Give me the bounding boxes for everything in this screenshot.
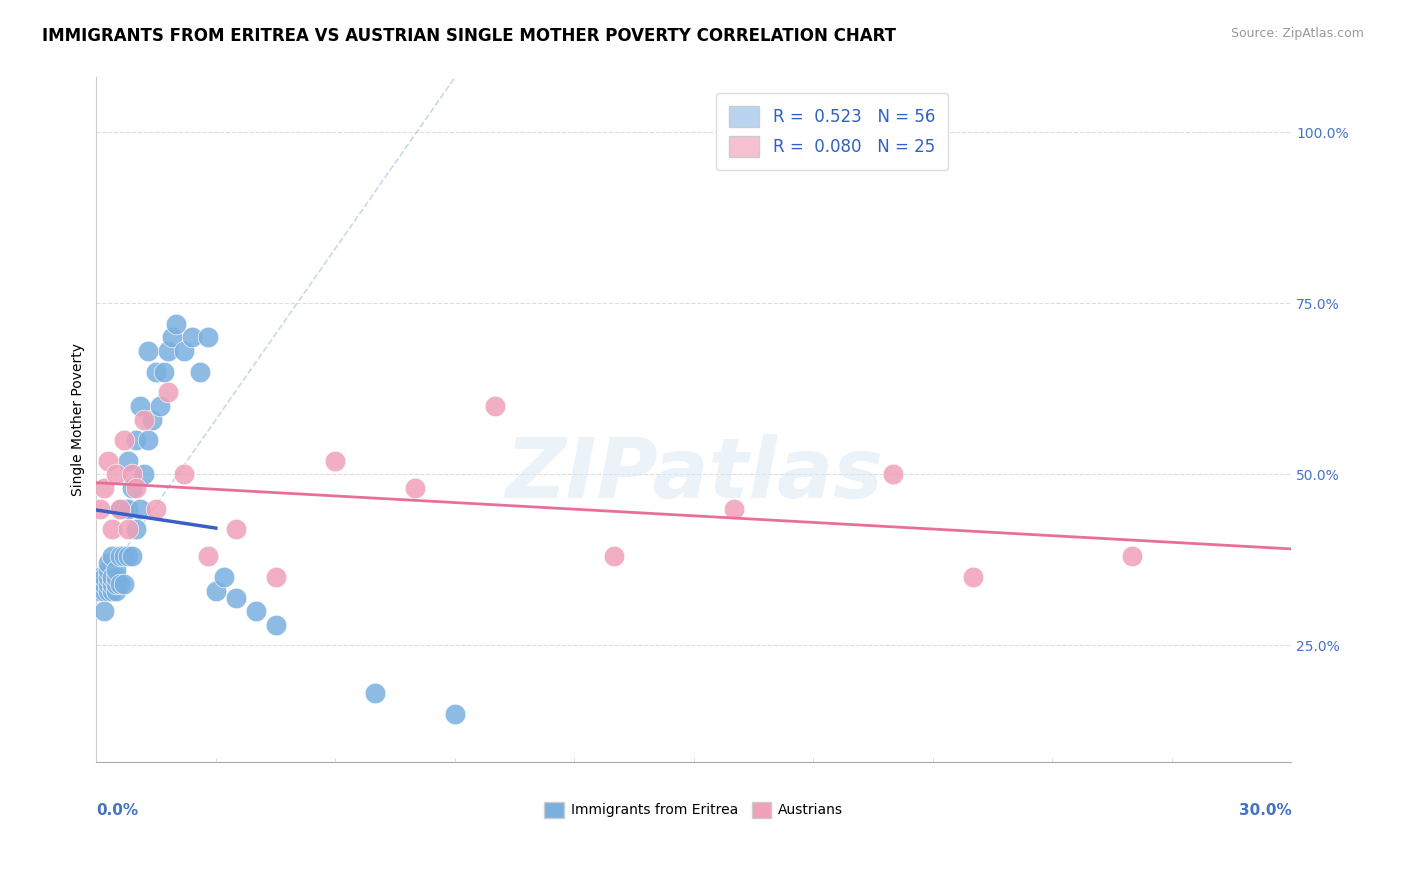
- Point: [93, 583, 115, 598]
- Point: [325, 453, 347, 467]
- Point: [105, 467, 128, 482]
- Point: [117, 522, 139, 536]
- Point: [145, 365, 167, 379]
- Point: [205, 583, 228, 598]
- Point: [121, 481, 143, 495]
- Text: Source: ZipAtlas.com: Source: ZipAtlas.com: [1230, 27, 1364, 40]
- Point: [125, 481, 148, 495]
- Point: [93, 604, 115, 618]
- Point: [188, 365, 211, 379]
- Point: [112, 549, 135, 564]
- Point: [101, 522, 124, 536]
- Point: [110, 501, 132, 516]
- Point: [93, 570, 115, 584]
- Point: [149, 399, 172, 413]
- Point: [125, 433, 148, 447]
- Point: [129, 501, 152, 516]
- Point: [145, 501, 167, 516]
- Point: [117, 549, 139, 564]
- Point: [264, 618, 287, 632]
- Point: [93, 481, 115, 495]
- Point: [603, 549, 626, 564]
- Point: [136, 433, 159, 447]
- Point: [93, 577, 115, 591]
- Point: [89, 583, 111, 598]
- Point: [105, 577, 128, 591]
- Point: [160, 330, 183, 344]
- Text: ZIPatlas: ZIPatlas: [505, 434, 883, 515]
- Point: [444, 706, 467, 721]
- Point: [212, 570, 235, 584]
- Point: [97, 583, 120, 598]
- Point: [962, 570, 984, 584]
- Point: [112, 577, 135, 591]
- Point: [197, 330, 219, 344]
- Point: [105, 563, 128, 577]
- Point: [97, 556, 120, 570]
- Point: [484, 399, 506, 413]
- Point: [882, 467, 904, 482]
- Point: [1121, 549, 1143, 564]
- Y-axis label: Single Mother Poverty: Single Mother Poverty: [72, 343, 86, 496]
- Point: [181, 330, 204, 344]
- Point: [101, 549, 124, 564]
- Point: [105, 583, 128, 598]
- Point: [89, 501, 111, 516]
- Legend: Immigrants from Eritrea, Austrians: Immigrants from Eritrea, Austrians: [538, 796, 849, 823]
- Point: [97, 570, 120, 584]
- Point: [112, 501, 135, 516]
- Point: [225, 591, 247, 605]
- Point: [101, 577, 124, 591]
- Point: [97, 577, 120, 591]
- Point: [129, 399, 152, 413]
- Point: [225, 522, 247, 536]
- Point: [101, 583, 124, 598]
- Point: [121, 549, 143, 564]
- Text: 0.0%: 0.0%: [97, 803, 138, 818]
- Point: [157, 385, 180, 400]
- Point: [117, 453, 139, 467]
- Point: [134, 467, 156, 482]
- Point: [165, 317, 187, 331]
- Point: [110, 501, 132, 516]
- Text: IMMIGRANTS FROM ERITREA VS AUSTRIAN SINGLE MOTHER POVERTY CORRELATION CHART: IMMIGRANTS FROM ERITREA VS AUSTRIAN SING…: [42, 27, 896, 45]
- Point: [125, 522, 148, 536]
- Point: [117, 501, 139, 516]
- Point: [101, 570, 124, 584]
- Point: [134, 412, 156, 426]
- Point: [157, 344, 180, 359]
- Point: [173, 467, 195, 482]
- Point: [110, 577, 132, 591]
- Point: [264, 570, 287, 584]
- Point: [153, 365, 176, 379]
- Point: [97, 563, 120, 577]
- Point: [89, 570, 111, 584]
- Point: [89, 577, 111, 591]
- Point: [141, 412, 163, 426]
- Point: [112, 433, 135, 447]
- Point: [245, 604, 267, 618]
- Point: [97, 453, 120, 467]
- Point: [121, 467, 143, 482]
- Point: [136, 344, 159, 359]
- Point: [110, 549, 132, 564]
- Point: [105, 570, 128, 584]
- Point: [404, 481, 426, 495]
- Point: [197, 549, 219, 564]
- Point: [173, 344, 195, 359]
- Point: [364, 686, 387, 700]
- Point: [723, 501, 745, 516]
- Text: 30.0%: 30.0%: [1239, 803, 1291, 818]
